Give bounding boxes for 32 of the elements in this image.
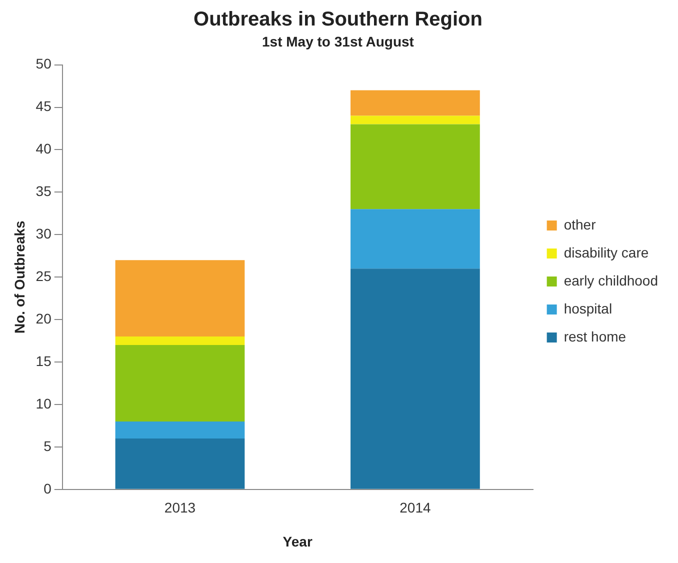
y-tick-label: 40 [36, 140, 52, 157]
bar [115, 345, 245, 422]
bar [115, 336, 245, 346]
y-axis-title: No. of Outbreaks [11, 220, 28, 334]
bar [350, 268, 480, 489]
bar [350, 124, 480, 210]
y-tick-label: 0 [44, 480, 52, 496]
legend-label: other [564, 216, 596, 232]
y-tick-label: 15 [36, 352, 52, 369]
y-tick-label: 50 [36, 56, 52, 72]
legend-label: rest home [564, 328, 626, 344]
bar [115, 260, 245, 337]
bar [115, 438, 245, 489]
y-tick-label: 30 [36, 226, 52, 242]
bar [350, 116, 480, 124]
legend-label: disability care [564, 244, 649, 260]
legend-label: hospital [564, 300, 612, 316]
y-tick-label: 35 [36, 183, 52, 200]
bar [115, 421, 245, 438]
chart-subtitle: 1st May to 31st August [262, 33, 414, 50]
y-tick-label: 5 [44, 438, 52, 454]
bar [350, 90, 480, 116]
x-tick-label: 2013 [164, 500, 196, 516]
chart-title: Outbreaks in Southern Region [194, 8, 482, 31]
legend-label: early childhood [564, 272, 658, 288]
y-tick-label: 10 [36, 395, 52, 412]
bar [350, 209, 480, 269]
y-tick-label: 25 [36, 268, 52, 284]
y-tick-label: 20 [36, 310, 52, 326]
x-axis-title: Year [282, 533, 313, 550]
y-tick-label: 45 [36, 98, 52, 114]
x-tick-label: 2014 [400, 500, 431, 516]
